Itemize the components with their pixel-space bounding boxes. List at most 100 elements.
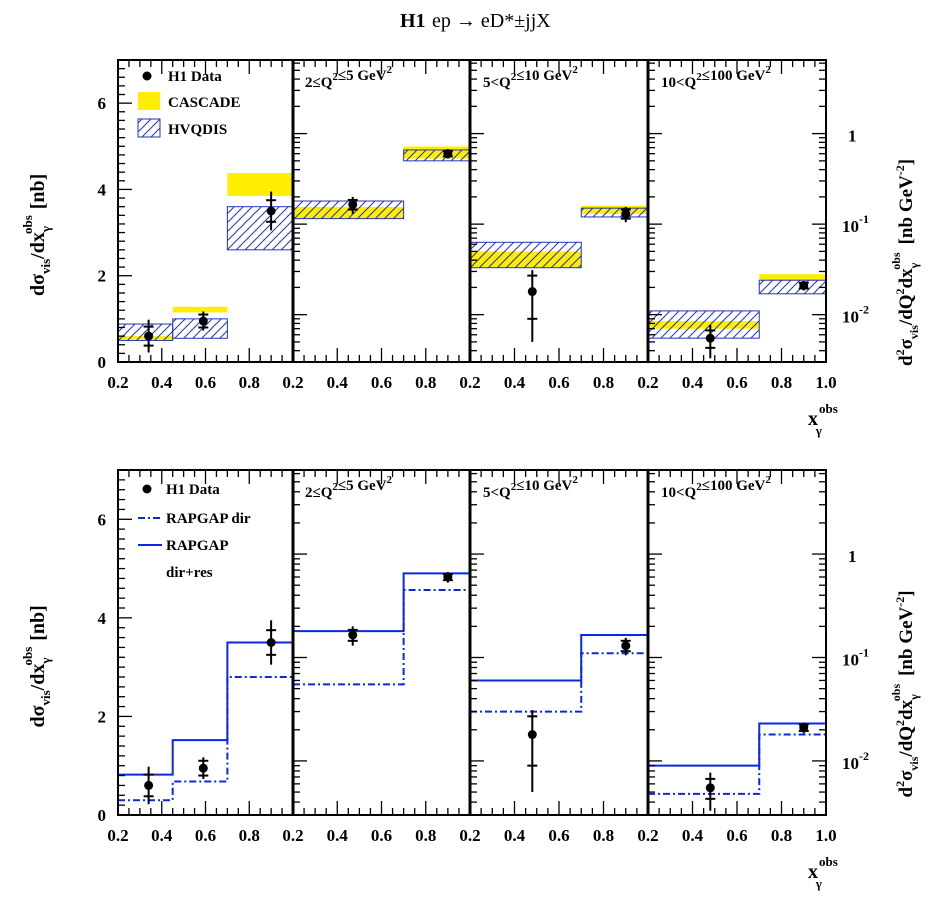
rapgap-total-line — [648, 722, 826, 767]
rapgap-total-line — [118, 641, 293, 776]
rapgap-dir-line — [293, 588, 470, 686]
rapgap-total-line — [470, 634, 648, 682]
rapgap-dir-line — [648, 733, 826, 795]
legend-label-rapgap-dir: RAPGAP dir — [166, 511, 251, 527]
data-point — [198, 763, 208, 773]
data-point — [799, 280, 809, 290]
panel-q2-label-sup: 2 — [387, 64, 393, 76]
x-tick-label: 0.6 — [371, 826, 392, 845]
hvqdis-band — [758, 279, 827, 295]
legend-label-cascade: CASCADE — [168, 95, 241, 111]
legend-hvqdis-swatch — [137, 118, 161, 138]
y-axis-label-left: dσvis/dxγobs[nb] — [20, 605, 53, 727]
panel-q2-label-sup: 2 — [572, 64, 578, 76]
y-axis-label-left-unit: [nb] — [27, 174, 49, 210]
panel-q2-label-part: 2≤Q — [305, 485, 333, 501]
hvqdis-band — [226, 206, 294, 251]
data-point — [144, 780, 154, 790]
panel-q2-label: 10<Q2≤100 GeV2 — [661, 64, 771, 91]
legend-cascade-swatch — [138, 92, 160, 110]
x-axis-label-sup: obs — [819, 854, 838, 869]
y-tick-label-left: 2 — [98, 267, 107, 286]
y-tick-label-right: 10-2 — [842, 303, 869, 327]
panel-q2-label-sup: 2 — [696, 481, 702, 493]
y-axis-label-left-sup: obs — [20, 647, 35, 666]
panel-q2-label-part: 10<Q — [661, 485, 697, 501]
y-axis-label-right-mid: /dQ — [896, 726, 917, 758]
legend-data-marker — [142, 484, 152, 494]
x-tick-label: 0.2 — [282, 826, 303, 845]
y-axis-label-left-unit: [nb] — [27, 605, 49, 641]
y-axis-label-right-mid: /dQ — [896, 294, 917, 326]
x-tick-label: 0.2 — [637, 826, 658, 845]
y-axis-label-right-obs: obs — [889, 684, 903, 702]
x-tick-label: 0.4 — [504, 373, 526, 392]
x-tick-label: 0.8 — [771, 373, 792, 392]
data-point — [348, 630, 358, 640]
y-tick-label-left: 6 — [98, 94, 107, 113]
x-tick-label: 0.6 — [195, 826, 216, 845]
x-tick-label: 0.8 — [593, 373, 614, 392]
x-tick-label: 0.4 — [504, 826, 526, 845]
y-axis-label-right-sub2: γ — [907, 694, 921, 701]
x-tick-label: 0.8 — [239, 826, 260, 845]
x-axis-label-sub: γ — [815, 876, 822, 891]
panel-q2-label: 5<Q2≤10 GeV2 — [483, 474, 578, 501]
data-point — [443, 149, 453, 159]
panel-q2-label: 2≤Q2≤5 GeV2 — [305, 474, 393, 501]
legend-label-data: H1 Data — [166, 482, 220, 498]
panel-q2-label: 5<Q2≤10 GeV2 — [483, 64, 578, 91]
x-tick-label: 0.8 — [415, 826, 436, 845]
panel-q2-label-sup: 2 — [572, 474, 578, 486]
y-axis-label-right-dx: dx — [896, 268, 917, 289]
y-axis-label-left-sub2: γ — [38, 226, 53, 233]
y-axis-label-right-sup: 2 — [893, 781, 907, 787]
y-axis-label-right-unit-end: ] — [896, 159, 917, 165]
x-axis-label-sup: obs — [819, 401, 838, 416]
y-tick-label-right: 1 — [848, 547, 857, 566]
x-tick-label: 0.8 — [415, 373, 436, 392]
data-point — [799, 723, 809, 733]
y-tick-label-right: 10-1 — [842, 645, 869, 669]
legend-label-hvqdis: HVQDIS — [168, 122, 227, 138]
rapgap-dir-line — [118, 676, 293, 802]
x-tick-label: 0.4 — [151, 826, 173, 845]
x-tick-label: 0.8 — [771, 826, 792, 845]
y-axis-label-left-sub: vis — [38, 259, 53, 274]
panel-q2-label-part: 10<Q — [661, 75, 697, 91]
panel-q2-label-sup: 2 — [332, 71, 338, 83]
y-axis-label-right: d2σvis/dQ2dxγobs[nb GeV-2] — [889, 590, 921, 797]
y-axis-label-right: d2σvis/dQ2dxγobs[nb GeV-2] — [889, 159, 921, 366]
panel-q2-label-part: ≤10 GeV — [516, 478, 572, 494]
panel-q2-label-part: ≤100 GeV — [702, 68, 766, 84]
x-tick-label: 0.4 — [327, 826, 349, 845]
x-tick-label: 0.4 — [682, 826, 704, 845]
x-tick-label: 0.6 — [548, 826, 569, 845]
hvqdis-band — [580, 207, 649, 218]
x-axis-label: xobs γ — [808, 854, 838, 891]
y-tick-label-right-exp: -1 — [859, 645, 869, 659]
hvqdis-band — [469, 241, 582, 269]
y-tick-label-right-exp: -1 — [859, 212, 869, 226]
y-axis-label-right-s: σ — [896, 338, 917, 349]
legend-data-marker — [142, 71, 152, 81]
panel-q2-label-sup: 2 — [511, 481, 517, 493]
x-axis-label-sub: γ — [815, 423, 822, 438]
y-tick-label-right-exp: -2 — [859, 749, 869, 763]
y-axis-label-right-sub: vis — [907, 325, 921, 339]
x-tick-label: 0.6 — [371, 373, 392, 392]
panel-q2-label-sup: 2 — [696, 71, 702, 83]
rapgap-dir-line — [470, 652, 648, 713]
y-axis-label-left-mid: /dx — [27, 664, 49, 692]
y-axis-label-right-sub: vis — [907, 756, 921, 770]
data-point — [144, 331, 154, 341]
x-tick-label: 0.2 — [459, 373, 480, 392]
y-tick-label-right: 10-1 — [842, 212, 869, 236]
panel-q2-label-part: 5<Q — [483, 75, 511, 91]
y-tick-label-left: 0 — [98, 353, 107, 372]
panel-q2-label-part: ≤5 GeV — [338, 478, 387, 494]
panel-q2-label-part: ≤5 GeV — [338, 68, 387, 84]
y-axis-label-right-unit-exp: -2 — [893, 165, 907, 175]
x-tick-label: 0.8 — [239, 373, 260, 392]
